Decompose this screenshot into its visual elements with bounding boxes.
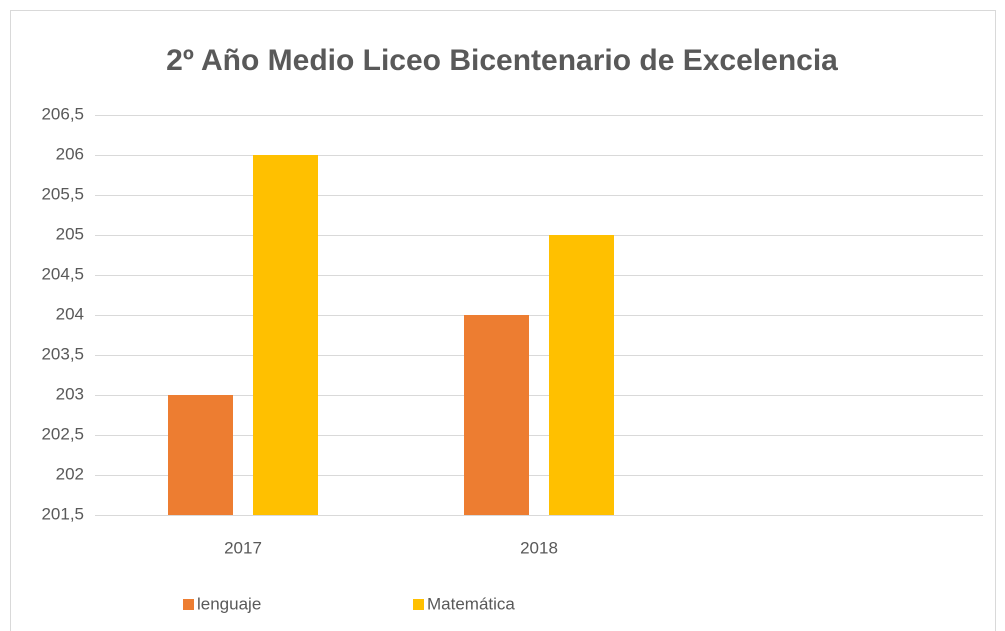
y-tick-label: 202 bbox=[56, 464, 84, 483]
y-tick-label: 202,5 bbox=[41, 424, 84, 443]
bar bbox=[253, 155, 318, 515]
bar bbox=[464, 315, 529, 515]
x-tick-label: 2018 bbox=[520, 538, 558, 557]
y-tick-label: 203 bbox=[56, 384, 84, 403]
legend-label: Matemática bbox=[427, 594, 515, 613]
legend-swatch bbox=[413, 599, 424, 610]
y-tick-label: 204,5 bbox=[41, 264, 84, 283]
x-tick-label: 2017 bbox=[224, 538, 262, 557]
bar bbox=[168, 395, 233, 515]
y-tick-label: 205 bbox=[56, 224, 84, 243]
chart-title: 2º Año Medio Liceo Bicentenario de Excel… bbox=[166, 44, 838, 77]
chart-border bbox=[10, 10, 996, 631]
y-tick-label: 204 bbox=[56, 304, 84, 323]
y-tick-label: 201,5 bbox=[41, 504, 84, 523]
y-tick-label: 206,5 bbox=[41, 104, 84, 123]
y-tick-label: 205,5 bbox=[41, 184, 84, 203]
y-tick-label: 206 bbox=[56, 144, 84, 163]
y-tick-label: 203,5 bbox=[41, 344, 84, 363]
legend-label: lenguaje bbox=[197, 594, 261, 613]
legend-swatch bbox=[183, 599, 194, 610]
bar bbox=[549, 235, 614, 515]
